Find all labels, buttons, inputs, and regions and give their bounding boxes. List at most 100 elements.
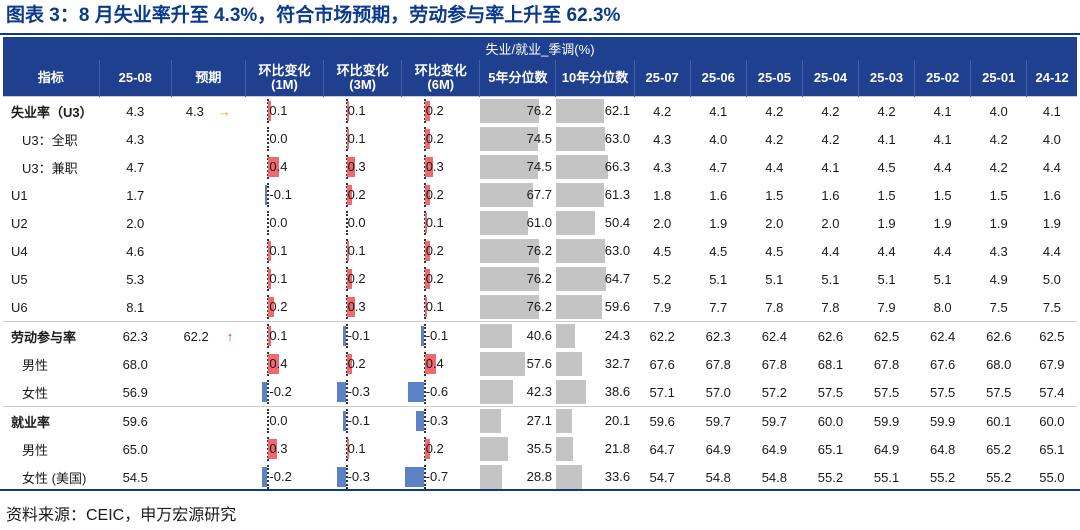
change-value: 0.2	[425, 243, 444, 258]
history-value: 1.6	[821, 187, 840, 203]
history-value: 1.5	[765, 187, 784, 203]
change-value: 0.4	[269, 159, 288, 174]
change-bar	[268, 101, 272, 121]
history-value: 62.5	[858, 321, 915, 350]
change-bar	[337, 382, 346, 402]
percentile-value: 76.2	[526, 103, 552, 118]
percentile-bar	[555, 465, 582, 489]
expectation-cell	[171, 463, 245, 491]
percentile-bar	[479, 295, 539, 319]
zero-axis	[345, 409, 348, 433]
change-m1-cell: 0.0	[245, 406, 324, 435]
change-bar	[346, 129, 350, 149]
percentile-p5-cell: 74.5	[479, 125, 556, 153]
change-bar	[421, 326, 424, 346]
change-bar	[268, 354, 280, 374]
history-value: 4.0	[1042, 131, 1061, 147]
expectation-cell	[171, 406, 246, 435]
row-label: 男性	[22, 442, 49, 458]
percentile-p5-cell: 61.0	[479, 209, 556, 237]
zero-axis	[267, 127, 270, 151]
change-m1-cell: -0.2	[245, 463, 323, 491]
history-value: 4.0	[970, 96, 1027, 125]
change-m6-cell: 0.3	[402, 153, 480, 181]
change-bar	[346, 439, 350, 459]
percentile-value: 61.0	[526, 215, 552, 230]
change-m3-cell: 0.3	[324, 293, 402, 322]
percentile-p5-cell: 76.2	[479, 293, 556, 322]
history-value: 62.6	[802, 321, 859, 350]
history-value: 60.0	[802, 406, 859, 435]
change-m3-cell: 0.3	[324, 153, 402, 181]
percentile-p5-cell: 67.7	[479, 181, 556, 209]
percentile-bar	[479, 437, 508, 461]
change-value: 0.1	[269, 243, 288, 258]
history-value: 55.2	[817, 469, 844, 485]
history-value: 7.5	[1042, 299, 1061, 315]
percentile-p5-cell: 42.3	[479, 378, 556, 407]
table-row: 失业率（U3） 4.3 4.3 → 0.1 0.1 0.2 76.2 62.1 4.2 4.1 4.2…	[3, 96, 1077, 125]
history-value: 7.7	[709, 299, 728, 315]
history-value: 57.0	[705, 384, 731, 400]
history-value: 54.7	[649, 469, 675, 485]
percentile-value: 76.2	[526, 243, 552, 258]
table-row: U6 8.1 0.2 0.3 0.1 76.2 59.6 7.9 7.7 7.8 7.8 7.9 8.0…	[3, 293, 1077, 322]
row-label: U4	[11, 243, 28, 259]
row-label: 男性	[22, 357, 49, 373]
row-label: 就业率	[3, 406, 100, 435]
change-m3-cell: 0.1	[323, 96, 402, 125]
percentile-value: 24.3	[604, 328, 631, 343]
history-value: 1.9	[989, 215, 1008, 231]
percentile-bar	[479, 183, 533, 207]
change-value: 0.1	[269, 328, 288, 343]
change-bar	[424, 185, 431, 205]
history-value: 1.8	[653, 187, 672, 203]
change-value: -0.1	[347, 413, 370, 428]
history-value: 62.5	[1026, 321, 1077, 350]
expectation-cell	[171, 237, 245, 265]
change-m6-cell: 0.2	[402, 181, 480, 209]
history-value: 1.6	[709, 187, 728, 203]
row-label: 女性 (美国)	[22, 470, 87, 486]
percentile-p10-cell: 38.6	[555, 378, 634, 407]
history-value: 65.1	[1039, 441, 1065, 457]
percentile-p10-cell: 24.3	[555, 321, 635, 350]
history-value: 4.2	[634, 96, 691, 125]
percentile-bar	[479, 409, 501, 433]
table-banner: 失业/就业_季调(%)	[3, 37, 1077, 60]
change-m3-cell: -0.1	[323, 406, 402, 435]
history-value: 4.3	[989, 243, 1008, 259]
history-value: 1.9	[877, 215, 896, 231]
percentile-p10-cell: 59.6	[555, 293, 634, 322]
change-value: 0.2	[347, 271, 366, 286]
change-value: 0.2	[425, 271, 444, 286]
change-bar	[415, 411, 424, 431]
change-m1-cell: 0.3	[245, 435, 323, 463]
percentile-value: 27.1	[526, 413, 552, 428]
history-value: 2.0	[765, 215, 784, 231]
history-value: 2.0	[653, 215, 672, 231]
history-value: 4.4	[933, 243, 952, 259]
history-value: 1.5	[877, 187, 896, 203]
current-value: 56.9	[122, 384, 148, 400]
percentile-value: 20.1	[604, 413, 631, 428]
change-value: 0.3	[347, 159, 366, 174]
history-value: 2.0	[821, 215, 840, 231]
history-value: 57.5	[873, 384, 900, 400]
history-value: 4.5	[877, 159, 896, 175]
history-value: 7.5	[989, 299, 1008, 315]
current-value: 8.1	[126, 299, 145, 315]
history-value: 57.2	[761, 384, 787, 400]
change-m6-cell: -0.6	[402, 378, 480, 407]
change-value: -0.3	[347, 469, 370, 484]
change-m3-cell: -0.1	[323, 321, 402, 350]
change-value: 0.2	[269, 299, 288, 314]
history-value: 68.1	[817, 356, 844, 372]
history-value: 5.1	[877, 271, 896, 287]
history-value: 4.5	[765, 243, 784, 259]
zero-axis	[267, 211, 270, 235]
table-row: U1 1.7 -0.1 0.2 0.2 67.7 61.3 1.8 1.6 1.5 1.6 1.5 1.…	[3, 181, 1077, 209]
history-value: 4.0	[709, 131, 728, 147]
history-value: 62.6	[970, 321, 1027, 350]
change-m6-cell: 0.2	[401, 96, 480, 125]
